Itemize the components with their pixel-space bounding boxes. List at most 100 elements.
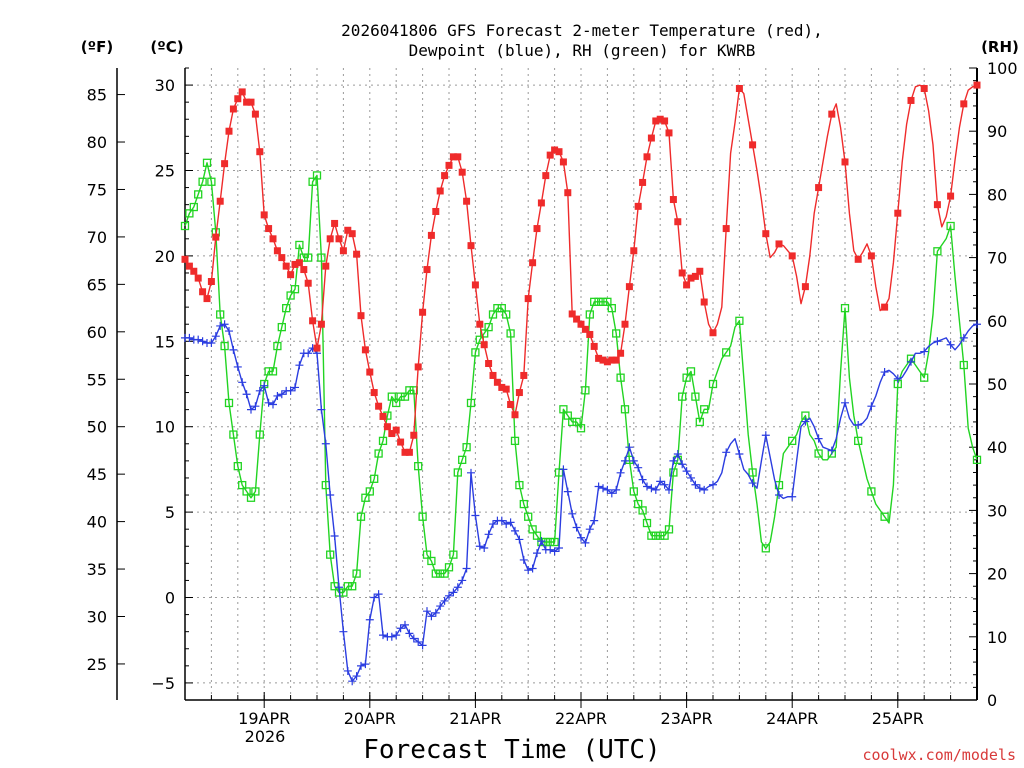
rh-point [207, 177, 216, 186]
temperature-point [612, 356, 620, 364]
dewpoint-point [423, 607, 431, 616]
temperature-point [265, 225, 273, 233]
temperature-point [515, 389, 523, 397]
rh-point [418, 512, 427, 521]
rh-point [405, 386, 414, 395]
dewpoint-point [335, 583, 343, 592]
rh-point [532, 531, 542, 540]
celsius-tick-label: 5 [165, 503, 175, 522]
temperature-point [357, 312, 365, 320]
rh-point [788, 436, 797, 446]
credit-label: coolwx.com/models [862, 746, 1016, 764]
temperature-point [617, 349, 625, 357]
dewpoint-point [453, 583, 462, 592]
temperature-point [370, 389, 378, 397]
dewpoint-point [409, 634, 418, 643]
dewpoint-point [462, 564, 471, 573]
temperature-point [603, 358, 611, 366]
rh-point [268, 367, 278, 376]
temperature-point [947, 192, 955, 200]
temperature-point [181, 255, 189, 263]
rh-point [660, 531, 669, 540]
temperature-point [559, 158, 567, 166]
temperature-point [625, 283, 633, 291]
rh-tick-label: 90 [987, 122, 1007, 141]
dewpoint-point [722, 448, 731, 457]
temperature-point [841, 158, 849, 166]
fahrenheit-tick-label: 65 [87, 275, 107, 294]
dewpoint-point [629, 456, 638, 465]
dewpoint-point [533, 549, 541, 558]
rh-tick-label: 10 [987, 628, 1007, 647]
rh-point [304, 253, 313, 262]
rh-point [466, 398, 476, 408]
fahrenheit-tick-label: 35 [87, 560, 107, 579]
rh-point [722, 348, 731, 357]
dewpoint-point [550, 547, 559, 556]
rh-point [396, 392, 405, 401]
rh-point [365, 487, 374, 496]
rh-point [867, 487, 876, 496]
temperature-point [634, 202, 642, 210]
rh-point [246, 493, 256, 502]
rh-point [642, 518, 652, 528]
temperature-point [762, 230, 770, 238]
temperature-point [647, 134, 655, 142]
rh-point [488, 310, 498, 319]
rh-point [436, 569, 445, 578]
dewpoint-point [682, 467, 691, 476]
rh-point [290, 285, 300, 294]
rh-point [735, 316, 744, 325]
temperature-point [894, 209, 902, 217]
temperature-point [608, 356, 616, 364]
temperature-point [485, 360, 493, 368]
rh-point [708, 379, 718, 389]
dewpoint-point [449, 588, 458, 597]
temperature-point [427, 231, 435, 239]
dewpoint-point [361, 660, 370, 669]
temperature-point [353, 250, 361, 258]
fahrenheit-tick-label: 55 [87, 370, 107, 389]
temperature-point [973, 81, 981, 89]
dewpoint-point [273, 391, 282, 400]
dewpoint-point [225, 327, 233, 336]
fahrenheit-tick-label: 85 [87, 86, 107, 105]
dewpoint-point [304, 349, 313, 358]
rh-point [308, 177, 317, 186]
dewpoint-point [854, 420, 863, 429]
temperature-point [304, 279, 312, 287]
temperature-point [405, 448, 413, 456]
rh-point [295, 240, 304, 250]
temperature-point [511, 411, 519, 419]
celsius-tick-label: 15 [155, 332, 175, 351]
rh-point [427, 556, 436, 566]
temperature-point [573, 315, 581, 323]
temperature-point [366, 368, 374, 376]
dewpoint-point [502, 520, 511, 529]
temperature-point [709, 329, 717, 337]
dewpoint-point [357, 661, 365, 670]
temperature-point [502, 385, 510, 393]
dewpoint-point [414, 637, 423, 646]
rh-tick-label: 80 [987, 185, 1007, 204]
temperature-point [524, 295, 532, 303]
rh-point [242, 487, 251, 496]
temperature-point [467, 242, 475, 250]
celsius-tick-label: 0 [165, 589, 175, 608]
temperature-point [414, 363, 422, 371]
rh-point [484, 322, 493, 332]
temperature-point [630, 247, 638, 255]
dewpoint-point [401, 620, 409, 629]
rh-point [400, 392, 410, 401]
temperature-point [801, 283, 809, 291]
rh-point [370, 474, 379, 483]
temperature-point [441, 172, 449, 180]
chart-title-line-2: Dewpoint (blue), RH (green) for KWRB [409, 41, 756, 60]
temperature-point [348, 230, 356, 238]
temperature-point [691, 272, 699, 280]
temperature-point [287, 271, 295, 279]
rh-point [528, 525, 537, 534]
rh-point [440, 569, 449, 578]
dewpoint-point [207, 339, 216, 348]
dewpoint-point [585, 525, 594, 534]
